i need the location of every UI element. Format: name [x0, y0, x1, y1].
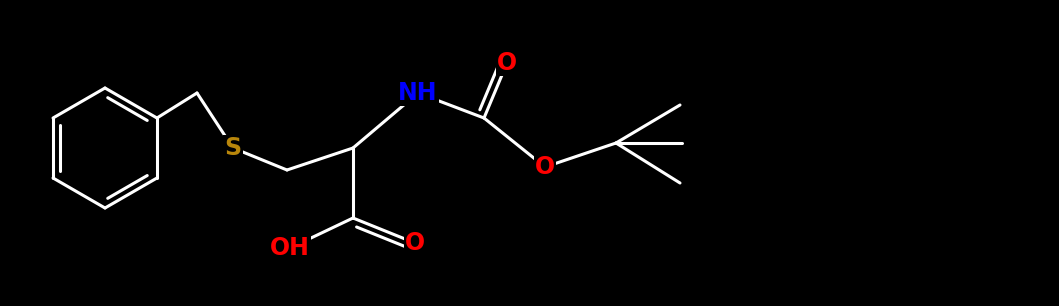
Text: NH: NH [398, 81, 437, 105]
Text: O: O [405, 231, 425, 255]
Text: O: O [535, 155, 555, 179]
Text: S: S [225, 136, 241, 160]
Text: OH: OH [270, 236, 310, 260]
Text: O: O [497, 51, 517, 75]
